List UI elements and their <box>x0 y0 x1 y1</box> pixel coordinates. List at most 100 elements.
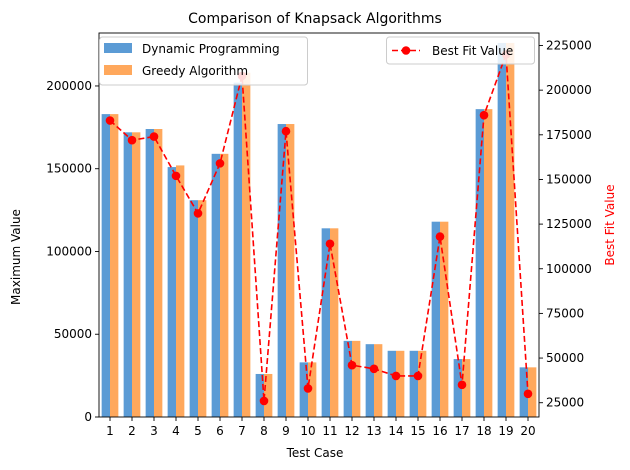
bar-greedy-algorithm <box>286 124 295 417</box>
y-tick-label: 100000 <box>46 244 92 258</box>
bar-dynamic-programming <box>365 344 374 417</box>
best-fit-point <box>523 389 533 399</box>
bar-greedy-algorithm <box>220 153 229 418</box>
best-fit-point <box>413 371 423 381</box>
bar-dynamic-programming <box>233 82 242 417</box>
legend-label: Dynamic Programming <box>142 42 280 56</box>
y2-tick-label: 175000 <box>546 128 592 142</box>
bar-greedy-algorithm <box>462 359 471 417</box>
chart-title: Comparison of Knapsack Algorithms <box>188 11 442 27</box>
axes-layer: 0 50000 100000 150000 200000 25000 50000 75000 1… <box>46 32 592 438</box>
legend-box <box>386 36 535 65</box>
bar-dynamic-programming <box>387 350 396 417</box>
x-tick-label: 9 <box>282 424 290 438</box>
best-fit-point <box>435 232 445 241</box>
best-fit-point <box>259 396 269 406</box>
bar-greedy-algorithm <box>308 362 317 417</box>
y2-tick-label: 125000 <box>546 217 592 231</box>
bar-greedy-algorithm <box>418 350 427 417</box>
x-tick-label: 7 <box>238 424 246 438</box>
bar-dynamic-programming <box>453 359 462 417</box>
bar-dynamic-programming <box>409 350 418 417</box>
x-tick-label: 6 <box>216 424 224 438</box>
x-tick-label: 16 <box>432 424 447 438</box>
bar-dynamic-programming <box>497 42 506 418</box>
legend-label: Greedy Algorithm <box>142 64 248 78</box>
bar-dynamic-programming <box>189 200 198 417</box>
y2-tick-label: 75000 <box>546 306 584 320</box>
bar-dynamic-programming <box>101 114 110 417</box>
best-fit-point <box>347 360 357 370</box>
y-axis-label: Maximum Value <box>9 209 23 305</box>
legends-layer: Dynamic Programming Greedy Algorithm Best … <box>99 36 535 86</box>
legend-best-fit: Best Fit Value <box>386 36 535 65</box>
bar-dynamic-programming <box>343 340 352 417</box>
bar-dynamic-programming <box>167 167 176 417</box>
bar-greedy-algorithm <box>506 42 515 418</box>
bars-layer <box>101 42 537 418</box>
bar-dynamic-programming <box>123 132 132 417</box>
x-tick-label: 15 <box>410 424 425 438</box>
y2-tick-label: 200000 <box>546 83 592 97</box>
best-fit-point <box>457 380 467 390</box>
best-fit-point <box>281 126 291 136</box>
bar-dynamic-programming <box>519 367 528 417</box>
bar-dynamic-programming <box>211 153 220 418</box>
best-fit-point <box>193 209 203 218</box>
plot-frame <box>98 32 540 418</box>
best-fit-point <box>325 239 335 249</box>
best-fit-point <box>171 171 181 181</box>
best-fit-point <box>149 132 159 141</box>
bar-greedy-algorithm <box>440 221 449 417</box>
best-fit-line-layer <box>105 50 533 406</box>
x-tick-label: 20 <box>520 424 535 438</box>
y-tick-label: 0 <box>84 410 92 424</box>
bar-dynamic-programming <box>321 228 330 417</box>
best-fit-point <box>303 384 313 393</box>
legend-marker <box>401 46 411 55</box>
y2-tick-label: 225000 <box>546 39 592 53</box>
bar-dynamic-programming <box>277 124 286 417</box>
bar-dynamic-programming <box>255 373 264 417</box>
bar-dynamic-programming <box>431 221 440 417</box>
bar-greedy-algorithm <box>352 340 361 417</box>
bar-dynamic-programming <box>299 362 308 417</box>
x-tick-label: 13 <box>366 424 381 438</box>
bar-greedy-algorithm <box>374 344 383 417</box>
best-fit-line <box>109 54 529 401</box>
bar-greedy-algorithm <box>528 367 537 417</box>
y-tick-label: 200000 <box>46 79 92 93</box>
bar-greedy-algorithm <box>176 165 185 417</box>
bar-greedy-algorithm <box>484 109 493 417</box>
best-fit-point <box>105 116 115 125</box>
bar-greedy-algorithm <box>264 373 273 417</box>
y2-tick-label: 100000 <box>546 262 592 276</box>
bar-greedy-algorithm <box>132 132 141 417</box>
y2-axis-label: Best Fit Value <box>603 184 617 265</box>
x-tick-label: 11 <box>322 424 337 438</box>
x-tick-label: 18 <box>476 424 491 438</box>
best-fit-point <box>479 110 489 120</box>
bar-greedy-algorithm <box>110 114 119 417</box>
y2-tick-label: 150000 <box>546 172 592 186</box>
y-tick-label: 150000 <box>46 162 92 176</box>
legend-box <box>99 36 308 86</box>
y2-tick-label: 50000 <box>546 351 584 365</box>
x-tick-label: 19 <box>498 424 513 438</box>
legend-algorithms: Dynamic Programming Greedy Algorithm <box>99 36 308 86</box>
bar-greedy-algorithm <box>396 350 405 417</box>
x-tick-label: 17 <box>454 424 469 438</box>
x-tick-label: 2 <box>128 424 136 438</box>
x-tick-label: 14 <box>388 424 403 438</box>
bar-dynamic-programming <box>145 129 154 417</box>
x-tick-label: 12 <box>344 424 359 438</box>
x-tick-label: 8 <box>260 424 268 438</box>
best-fit-point <box>215 159 225 168</box>
x-tick-label: 5 <box>194 424 202 438</box>
legend-swatch <box>104 43 132 53</box>
legend-label: Best Fit Value <box>432 44 513 58</box>
best-fit-point <box>127 135 137 145</box>
bar-dynamic-programming <box>475 109 484 417</box>
y-tick-label: 50000 <box>54 327 92 341</box>
